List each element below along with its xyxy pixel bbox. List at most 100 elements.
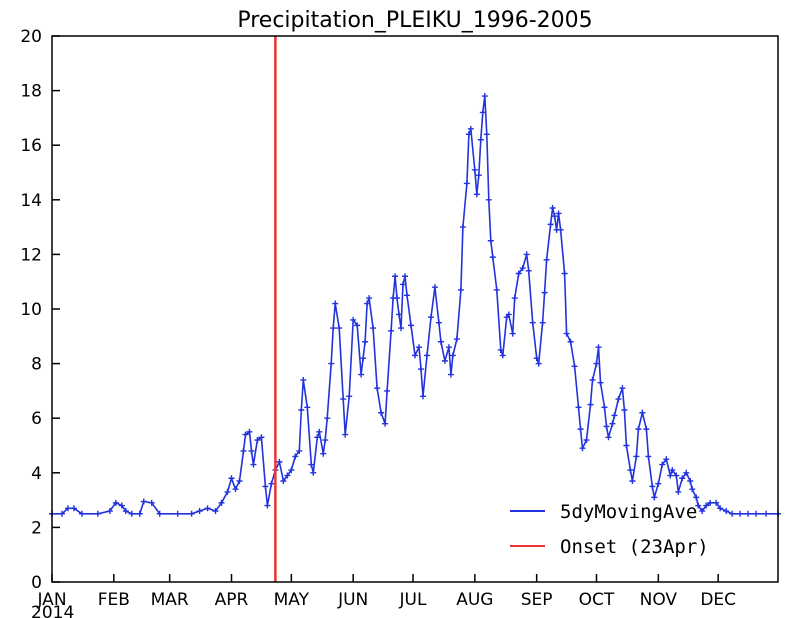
data-point-marker [577, 426, 584, 433]
data-point-marker [320, 450, 327, 457]
data-point-marker [707, 499, 714, 506]
data-point-marker [583, 437, 590, 444]
data-point-marker [136, 510, 143, 517]
data-point-marker [687, 477, 694, 484]
data-point-marker [218, 499, 225, 506]
x-tick-label: FEB [98, 590, 130, 610]
data-point-marker [675, 488, 682, 495]
data-point-marker [463, 180, 470, 187]
data-point-marker [669, 467, 676, 474]
data-point-marker [402, 273, 409, 280]
y-tick-label: 8 [31, 355, 42, 375]
data-point-marker [619, 385, 626, 392]
data-point-marker [310, 469, 317, 476]
data-point-marker [412, 352, 418, 359]
data-point-marker [435, 319, 442, 326]
data-point-marker [649, 483, 656, 490]
y-tick-label: 18 [20, 82, 42, 102]
data-point-marker [140, 498, 147, 505]
data-point-marker [485, 196, 492, 203]
data-point-marker [525, 267, 532, 274]
data-point-marker [493, 286, 500, 293]
data-point-marker [541, 289, 548, 296]
data-point-marker [330, 325, 337, 332]
data-point-marker [511, 295, 518, 302]
data-point-marker [753, 510, 760, 517]
data-point-marker [388, 327, 395, 334]
data-point-marker [479, 109, 486, 116]
data-point-marker [382, 420, 389, 427]
data-point-marker [296, 447, 303, 454]
data-point-marker [593, 360, 600, 367]
data-point-marker [467, 125, 474, 132]
data-point-marker [288, 467, 295, 474]
data-point-marker [106, 508, 113, 515]
data-point-marker [595, 344, 602, 351]
data-point-marker [350, 316, 357, 323]
data-point-marker [683, 469, 690, 476]
data-point-marker [547, 221, 554, 228]
data-point-marker [70, 505, 77, 512]
data-point-marker [232, 486, 239, 493]
data-point-marker [78, 510, 85, 517]
data-point-marker [535, 360, 542, 367]
data-point-marker [567, 338, 574, 345]
data-point-marker [703, 502, 710, 509]
data-point-marker [679, 475, 686, 482]
data-point-marker [224, 488, 231, 495]
data-point-marker [254, 437, 261, 444]
data-point-marker [394, 295, 401, 302]
data-point-marker [539, 319, 546, 326]
data-point-marker [415, 344, 422, 351]
data-point-marker [615, 396, 622, 403]
data-point-marker [481, 93, 488, 100]
x-tick-label: SEP [521, 590, 553, 610]
data-point-marker [551, 213, 558, 220]
data-point-marker [745, 510, 752, 517]
data-point-marker [122, 508, 129, 515]
data-point-marker [633, 453, 640, 460]
data-point-marker [519, 265, 526, 272]
data-point-marker [118, 502, 125, 509]
x-tick-label: JUL [399, 590, 427, 610]
data-point-marker [635, 426, 642, 433]
data-point-marker [465, 131, 472, 138]
data-point-marker [280, 477, 287, 484]
data-point-marker [417, 366, 424, 373]
data-point-marker [509, 330, 516, 337]
plot-area-frame [51, 35, 779, 583]
data-point-marker [643, 426, 650, 433]
data-point-marker [228, 475, 235, 482]
x-tick-label: JAN [36, 590, 66, 610]
data-point-marker [477, 136, 484, 143]
data-point-marker [449, 352, 456, 359]
data-point-marker [336, 325, 343, 332]
data-point-marker [621, 407, 628, 414]
data-point-marker [374, 385, 381, 392]
data-point-marker [645, 453, 652, 460]
data-point-marker [427, 314, 434, 321]
data-point-marker [763, 510, 770, 517]
data-point-marker [94, 510, 101, 517]
data-point-marker [204, 505, 211, 512]
y-tick-label: 14 [20, 191, 42, 211]
x-tick-label: OCT [579, 590, 615, 610]
data-point-marker [400, 281, 407, 288]
data-point-marker [276, 458, 283, 465]
data-point-marker [324, 415, 331, 422]
x-tick-label: AUG [456, 590, 493, 610]
x-tick-label: MAY [274, 590, 310, 610]
data-point-marker [298, 407, 305, 414]
data-point-marker [408, 322, 415, 329]
data-point-marker [366, 295, 373, 302]
data-point-marker [555, 210, 562, 217]
data-point-marker [487, 237, 494, 244]
data-point-marker [575, 404, 582, 411]
y-tick-label: 2 [31, 518, 42, 538]
data-point-marker [423, 352, 430, 359]
data-point-marker [473, 191, 480, 198]
data-point-marker [174, 510, 181, 517]
data-point-marker [627, 467, 634, 474]
data-point-marker [737, 510, 744, 517]
